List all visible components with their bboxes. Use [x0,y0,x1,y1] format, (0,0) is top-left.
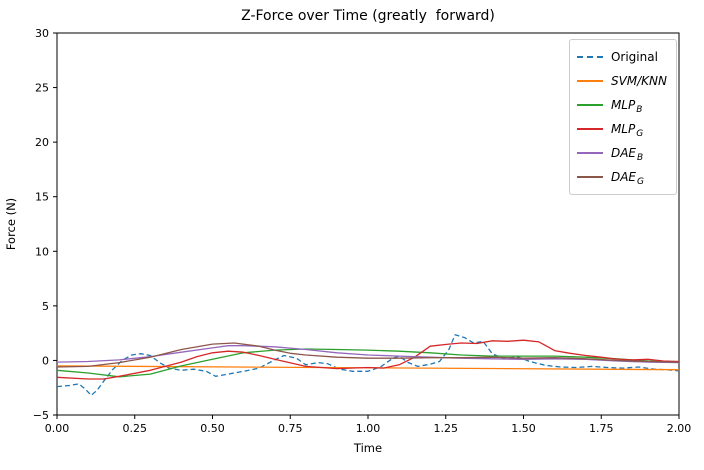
legend-swatch-original [576,56,603,58]
x-tick-label: 2.00 [667,422,692,435]
y-tick-label: 5 [42,300,49,313]
legend-item-mlp-b: MLPB [576,93,667,117]
legend-label: MLPG [610,122,644,139]
legend: Original SVM/KNN MLPB MLPG DAEB DAEG [568,39,677,195]
legend-item-dae-g: DAEG [576,165,667,189]
y-tick-label: 20 [35,136,49,149]
y-tick-label: 0 [42,354,49,367]
legend-label: SVM/KNN [610,74,667,88]
x-axis-label: Time [353,441,382,455]
x-tick-label: 0.00 [45,422,70,435]
x-tick-label: 1.25 [434,422,459,435]
series-line-mlp-b [56,348,680,378]
x-tick-label: 1.50 [511,422,536,435]
series-line-dae-g [56,342,680,368]
axes-layer: 0.00 0.25 0.50 0.75 1.00 1.25 1.50 1.75 2.00 −5 0 5… [33,27,691,435]
legend-item-original: Original [576,45,667,69]
legend-swatch-dae-b [576,152,603,154]
series-line-dae-b [56,345,680,364]
y-tick-label: 30 [35,27,49,40]
legend-swatch-mlp-b [576,104,603,106]
legend-item-dae-b: DAEB [576,141,667,165]
y-tick-label: 25 [35,82,49,95]
legend-swatch-mlp-g [576,128,603,130]
legend-swatch-dae-g [576,176,603,178]
legend-swatch-svm-knn [576,80,603,82]
legend-label: Original [610,50,658,64]
chart-title: Z-Force over Time (greatly forward) [241,8,495,24]
x-tick-label: 1.75 [589,422,614,435]
y-axis-label: Force (N) [4,198,18,250]
x-tick-label: 0.25 [123,422,148,435]
legend-item-mlp-g: MLPG [576,117,667,141]
y-tick-label: 10 [35,245,49,258]
x-tick-label: 0.50 [200,422,225,435]
legend-label: MLPB [610,98,643,115]
legend-item-svm-knn: SVM/KNN [576,69,667,93]
y-tick-label: −5 [33,409,49,422]
series-line-original [56,334,680,397]
x-tick-label: 1.00 [356,422,381,435]
series-lines [56,334,680,397]
y-tick-label: 15 [35,191,49,204]
legend-label: DAEB [610,146,644,163]
legend-label: DAEG [610,170,644,187]
x-tick-label: 0.75 [278,422,303,435]
